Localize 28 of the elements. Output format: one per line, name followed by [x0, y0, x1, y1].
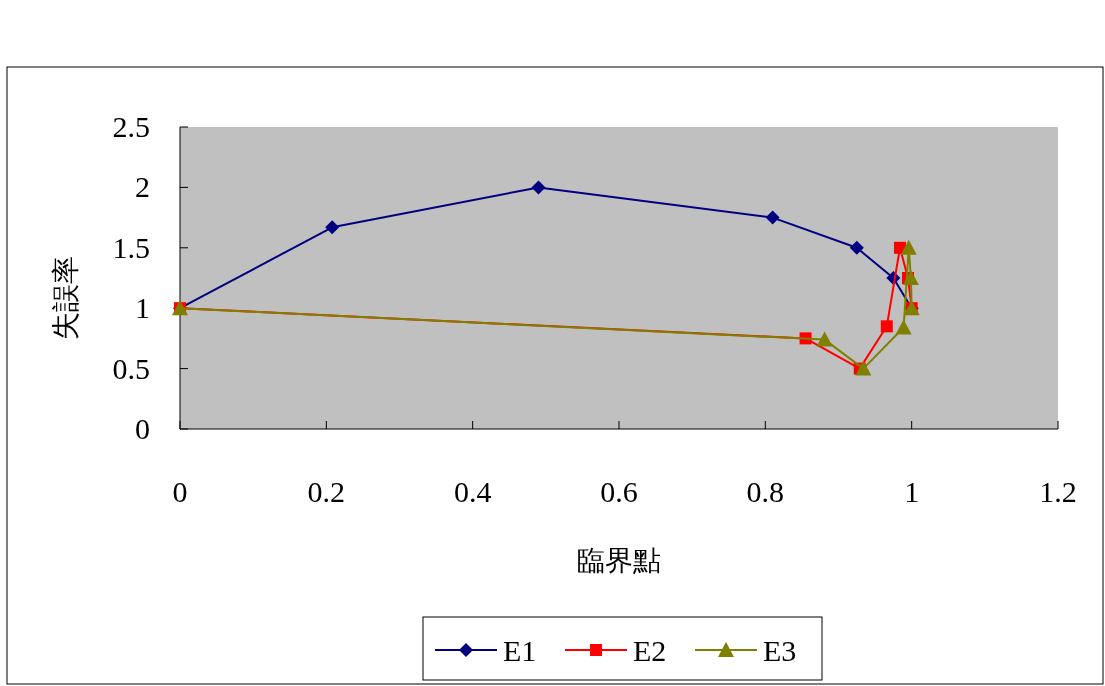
point — [816, 331, 833, 347]
y-tick-label: 0.5 — [112, 351, 150, 385]
point — [855, 360, 872, 376]
legend-label: E2 — [633, 634, 667, 667]
legend-label: E1 — [503, 634, 537, 667]
x-tick-label: 0 — [172, 475, 188, 508]
x-tick-label: 0.8 — [746, 475, 785, 508]
legend-label: E3 — [763, 634, 797, 667]
point — [902, 270, 919, 285]
y-tick-label: 0 — [135, 412, 150, 445]
x-tick-label: 0.6 — [600, 475, 638, 508]
y-tick-label: 2 — [135, 170, 150, 204]
y-tick-label: 1 — [135, 291, 150, 325]
point — [765, 210, 780, 225]
point — [900, 239, 917, 255]
point — [895, 319, 912, 335]
x-tick-label: 1 — [904, 475, 920, 508]
y-axis-title: 失誤率 — [50, 256, 81, 340]
x-tick-label: 0.2 — [307, 475, 346, 508]
point — [880, 320, 893, 333]
point — [531, 180, 546, 195]
y-tick-label: 2.5 — [112, 110, 150, 143]
x-tick-label: 0.4 — [453, 475, 492, 508]
point — [849, 240, 864, 255]
y-tick-label: 1.5 — [112, 230, 150, 264]
x-tick-label: 1.2 — [1039, 475, 1077, 508]
point — [325, 220, 340, 235]
x-axis-title: 臨界點 — [577, 545, 661, 576]
